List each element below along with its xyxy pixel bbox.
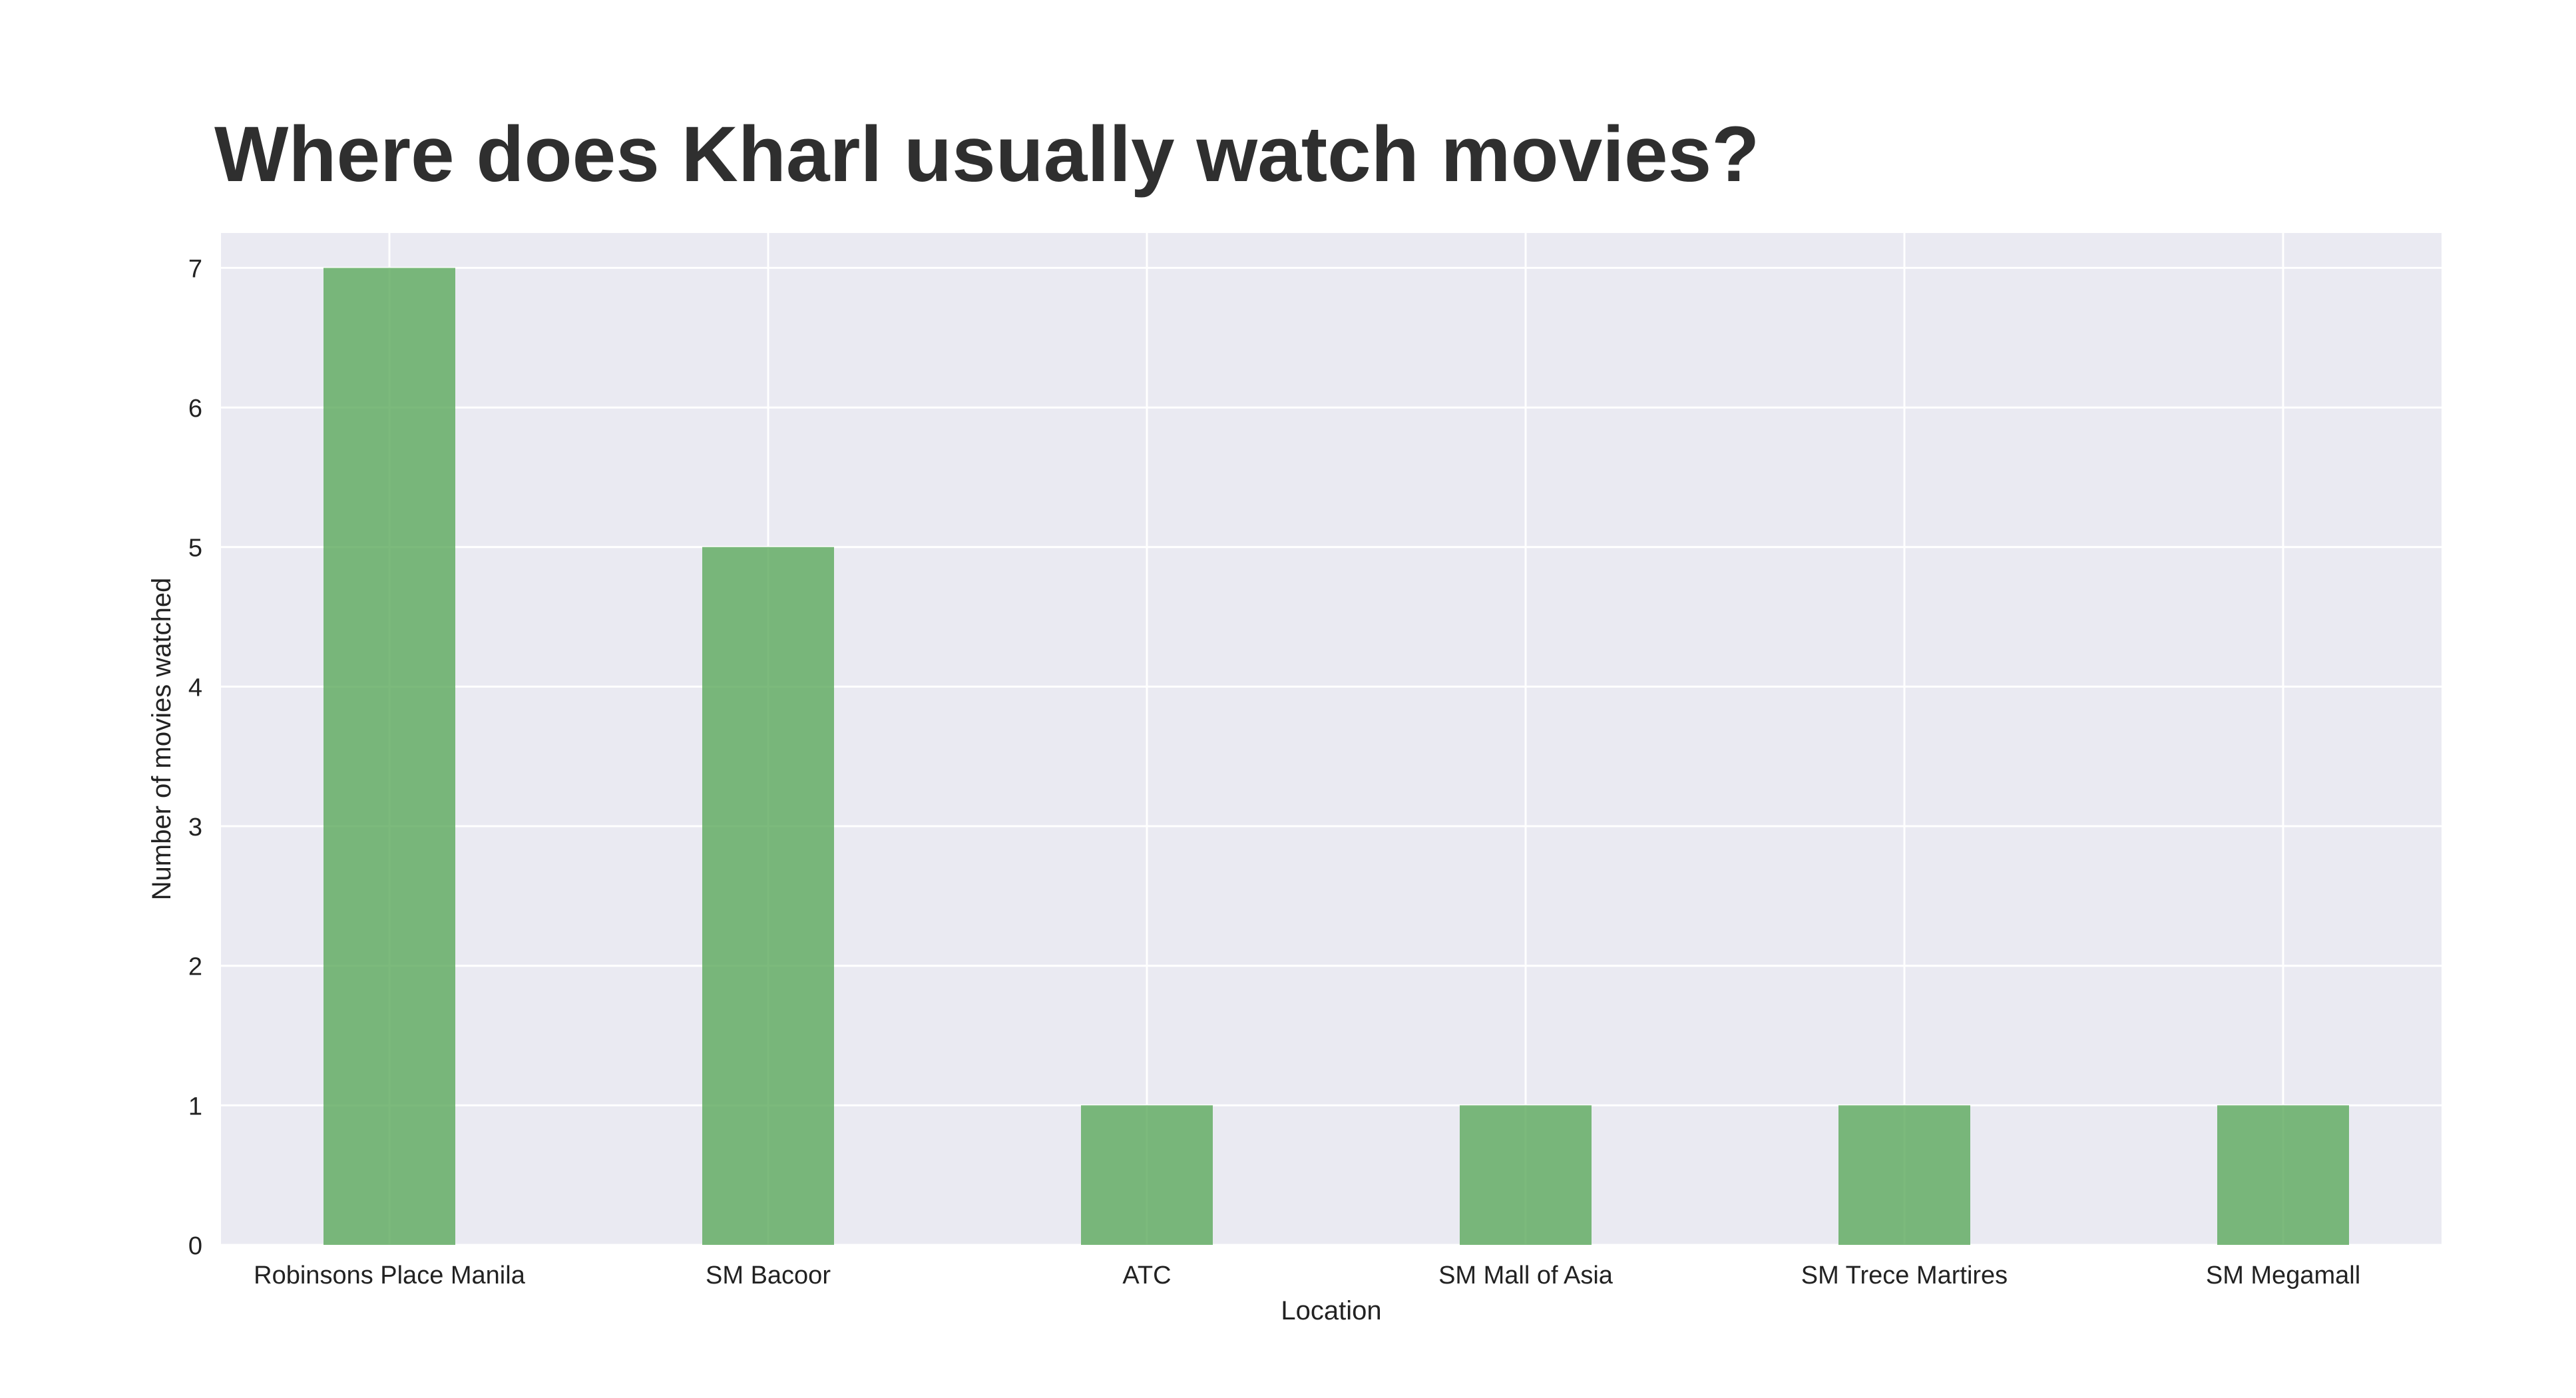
y-axis-ticks: 0 1 2 3 4 5 6 7 <box>188 255 202 1260</box>
gridlines <box>221 233 2442 1246</box>
bar <box>1081 1105 1213 1245</box>
bar <box>702 547 834 1245</box>
y-tick-label: 3 <box>188 814 202 841</box>
bar <box>1460 1105 1592 1245</box>
y-tick-label: 4 <box>188 674 202 702</box>
y-axis-label: Number of movies watched <box>147 578 176 901</box>
x-axis-label: Location <box>1281 1296 1381 1325</box>
bars <box>323 268 2349 1245</box>
chart-title: Where does Kharl usually watch movies? <box>214 111 1759 198</box>
y-tick-label: 2 <box>188 953 202 981</box>
x-tick-label: SM Bacoor <box>706 1262 831 1289</box>
x-tick-label: ATC <box>1122 1262 1171 1289</box>
bar <box>2217 1105 2349 1245</box>
x-tick-label: SM Megamall <box>2206 1262 2360 1289</box>
x-axis-ticks: Robinsons Place Manila SM Bacoor ATC SM Mal… <box>254 1262 2360 1289</box>
x-tick-label: Robinsons Place Manila <box>254 1262 526 1289</box>
x-tick-label: SM Trece Martires <box>1801 1262 2008 1289</box>
plot-area <box>221 233 2442 1245</box>
y-tick-label: 1 <box>188 1092 202 1120</box>
y-tick-label: 7 <box>188 255 202 283</box>
y-tick-label: 6 <box>188 395 202 423</box>
y-tick-label: 5 <box>188 535 202 563</box>
y-tick-label: 0 <box>188 1232 202 1260</box>
bar <box>323 268 455 1245</box>
bar <box>1838 1105 1970 1245</box>
x-tick-label: SM Mall of Asia <box>1438 1262 1613 1289</box>
